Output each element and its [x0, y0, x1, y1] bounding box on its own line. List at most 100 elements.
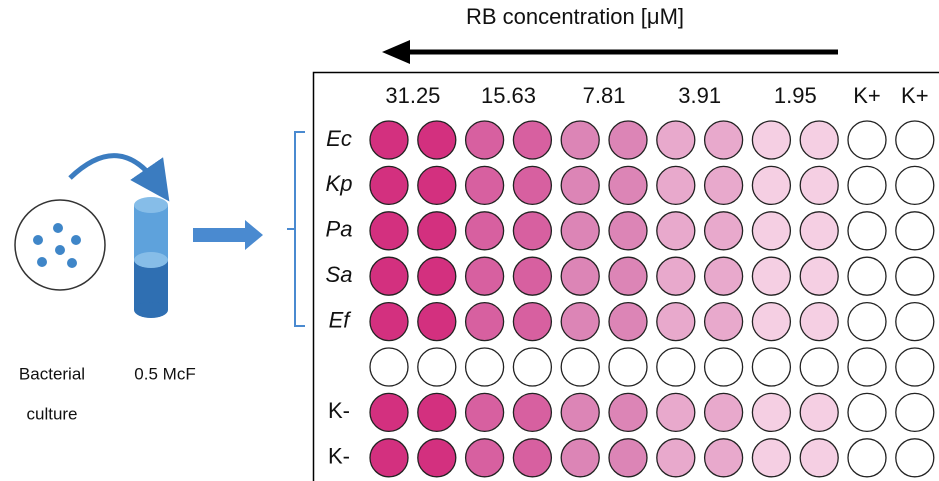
- well: [705, 212, 743, 250]
- column-label: 15.63: [481, 83, 536, 108]
- well: [370, 212, 408, 250]
- well: [848, 166, 886, 204]
- well: [705, 303, 743, 341]
- figure: RB concentration [μM] Bacterial culture …: [0, 0, 939, 481]
- well: [800, 439, 838, 477]
- row-label: Sa: [326, 262, 353, 287]
- well: [657, 257, 695, 295]
- well: [896, 121, 934, 159]
- well: [848, 212, 886, 250]
- well: [609, 121, 647, 159]
- well: [370, 166, 408, 204]
- tube-label: 0.5 McF: [134, 364, 195, 383]
- well: [609, 166, 647, 204]
- well: [561, 393, 599, 431]
- well: [657, 212, 695, 250]
- well: [513, 439, 551, 477]
- well: [705, 257, 743, 295]
- well: [752, 212, 790, 250]
- well: [466, 166, 504, 204]
- well: [896, 257, 934, 295]
- well: [609, 212, 647, 250]
- well: [800, 257, 838, 295]
- tube: [134, 197, 168, 318]
- well: [561, 257, 599, 295]
- well: [848, 439, 886, 477]
- column-label: 7.81: [583, 83, 626, 108]
- well: [609, 257, 647, 295]
- well: [370, 348, 408, 386]
- well: [418, 393, 456, 431]
- row-label: K-: [328, 444, 350, 469]
- well: [418, 439, 456, 477]
- well: [609, 439, 647, 477]
- well: [418, 257, 456, 295]
- well: [896, 166, 934, 204]
- well: [513, 303, 551, 341]
- well: [657, 393, 695, 431]
- well: [418, 166, 456, 204]
- well: [705, 121, 743, 159]
- well: [561, 212, 599, 250]
- well: [609, 303, 647, 341]
- column-label: K+: [853, 83, 881, 108]
- culture-label: Bacterial: [19, 364, 85, 383]
- well: [370, 439, 408, 477]
- inoculate-arrow: [193, 220, 263, 250]
- well: [657, 348, 695, 386]
- well: [800, 166, 838, 204]
- well: [609, 348, 647, 386]
- row-label: Ef: [329, 307, 353, 332]
- column-label: K+: [901, 83, 929, 108]
- well: [561, 166, 599, 204]
- well: [752, 257, 790, 295]
- well: [752, 121, 790, 159]
- well: [800, 121, 838, 159]
- well: [800, 303, 838, 341]
- row-label: Pa: [326, 217, 353, 242]
- well: [752, 439, 790, 477]
- well: [466, 439, 504, 477]
- row-label: Ec: [326, 126, 352, 151]
- column-label: 31.25: [385, 83, 440, 108]
- well: [848, 257, 886, 295]
- well: [370, 121, 408, 159]
- well: [848, 348, 886, 386]
- well: [513, 121, 551, 159]
- well: [752, 348, 790, 386]
- well: [466, 121, 504, 159]
- well: [418, 212, 456, 250]
- culture-dish: [15, 200, 105, 290]
- well: [896, 212, 934, 250]
- well: [466, 257, 504, 295]
- well: [657, 166, 695, 204]
- well: [800, 393, 838, 431]
- well: [466, 393, 504, 431]
- well: [561, 121, 599, 159]
- well: [418, 303, 456, 341]
- row-label: K-: [328, 398, 350, 423]
- title: RB concentration [μM]: [466, 4, 684, 29]
- well: [513, 166, 551, 204]
- well: [896, 439, 934, 477]
- well: [609, 393, 647, 431]
- well: [800, 212, 838, 250]
- well: [800, 348, 838, 386]
- well: [848, 121, 886, 159]
- well: [848, 393, 886, 431]
- well: [705, 393, 743, 431]
- well: [752, 303, 790, 341]
- well: [896, 393, 934, 431]
- well: [418, 348, 456, 386]
- row-label: Kp: [326, 171, 353, 196]
- transfer-arrow: [70, 156, 158, 185]
- well: [513, 212, 551, 250]
- column-label: 3.91: [678, 83, 721, 108]
- well: [370, 303, 408, 341]
- bracket: [287, 132, 305, 326]
- well: [466, 303, 504, 341]
- well: [513, 393, 551, 431]
- well: [896, 348, 934, 386]
- well: [466, 348, 504, 386]
- well: [418, 121, 456, 159]
